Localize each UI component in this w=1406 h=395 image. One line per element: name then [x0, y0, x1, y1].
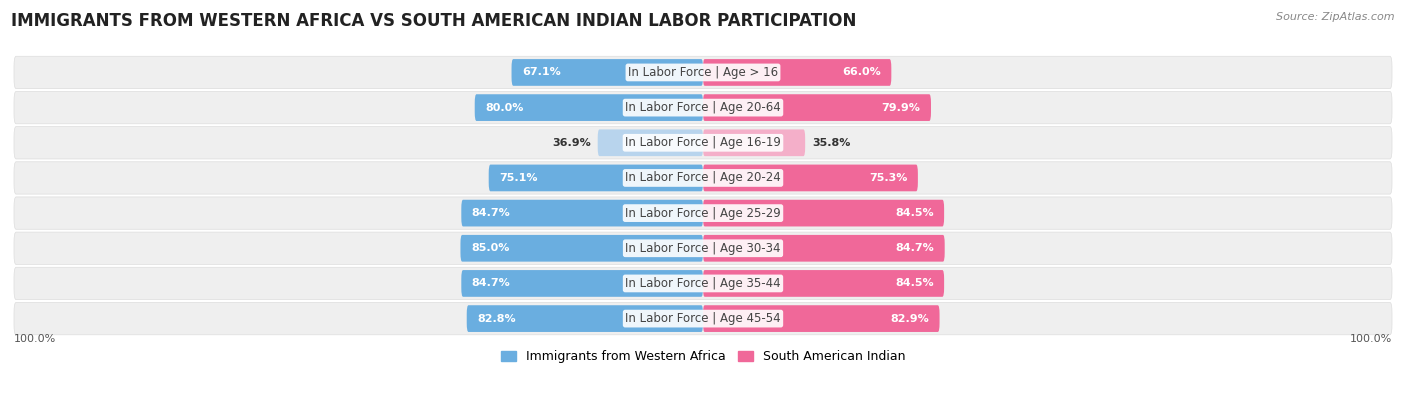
- Text: 80.0%: 80.0%: [485, 103, 523, 113]
- FancyBboxPatch shape: [14, 56, 1392, 88]
- Text: 84.5%: 84.5%: [896, 208, 934, 218]
- Text: 67.1%: 67.1%: [522, 68, 561, 77]
- FancyBboxPatch shape: [489, 165, 703, 191]
- Text: 35.8%: 35.8%: [813, 138, 851, 148]
- FancyBboxPatch shape: [703, 200, 943, 226]
- Text: 79.9%: 79.9%: [882, 103, 921, 113]
- Text: 84.7%: 84.7%: [472, 208, 510, 218]
- Legend: Immigrants from Western Africa, South American Indian: Immigrants from Western Africa, South Am…: [496, 345, 910, 368]
- Text: 82.8%: 82.8%: [477, 314, 516, 324]
- Text: 100.0%: 100.0%: [14, 334, 56, 344]
- Text: In Labor Force | Age 16-19: In Labor Force | Age 16-19: [626, 136, 780, 149]
- FancyBboxPatch shape: [14, 303, 1392, 335]
- FancyBboxPatch shape: [512, 59, 703, 86]
- FancyBboxPatch shape: [461, 200, 703, 226]
- FancyBboxPatch shape: [703, 305, 939, 332]
- FancyBboxPatch shape: [14, 267, 1392, 300]
- Text: 66.0%: 66.0%: [842, 68, 882, 77]
- Text: 100.0%: 100.0%: [1350, 334, 1392, 344]
- FancyBboxPatch shape: [461, 270, 703, 297]
- Text: 84.7%: 84.7%: [472, 278, 510, 288]
- FancyBboxPatch shape: [703, 94, 931, 121]
- FancyBboxPatch shape: [14, 127, 1392, 159]
- FancyBboxPatch shape: [703, 270, 943, 297]
- Text: 84.5%: 84.5%: [896, 278, 934, 288]
- FancyBboxPatch shape: [703, 59, 891, 86]
- Text: IMMIGRANTS FROM WESTERN AFRICA VS SOUTH AMERICAN INDIAN LABOR PARTICIPATION: IMMIGRANTS FROM WESTERN AFRICA VS SOUTH …: [11, 12, 856, 30]
- FancyBboxPatch shape: [14, 162, 1392, 194]
- FancyBboxPatch shape: [598, 130, 703, 156]
- FancyBboxPatch shape: [475, 94, 703, 121]
- Text: In Labor Force | Age > 16: In Labor Force | Age > 16: [628, 66, 778, 79]
- Text: 84.7%: 84.7%: [896, 243, 934, 253]
- FancyBboxPatch shape: [467, 305, 703, 332]
- Text: In Labor Force | Age 30-34: In Labor Force | Age 30-34: [626, 242, 780, 255]
- FancyBboxPatch shape: [703, 235, 945, 261]
- Text: In Labor Force | Age 45-54: In Labor Force | Age 45-54: [626, 312, 780, 325]
- FancyBboxPatch shape: [14, 91, 1392, 124]
- Text: Source: ZipAtlas.com: Source: ZipAtlas.com: [1277, 12, 1395, 22]
- FancyBboxPatch shape: [14, 197, 1392, 229]
- Text: 75.3%: 75.3%: [869, 173, 907, 183]
- Text: In Labor Force | Age 35-44: In Labor Force | Age 35-44: [626, 277, 780, 290]
- FancyBboxPatch shape: [703, 165, 918, 191]
- FancyBboxPatch shape: [703, 130, 806, 156]
- Text: In Labor Force | Age 20-24: In Labor Force | Age 20-24: [626, 171, 780, 184]
- FancyBboxPatch shape: [460, 235, 703, 261]
- Text: 85.0%: 85.0%: [471, 243, 509, 253]
- Text: In Labor Force | Age 25-29: In Labor Force | Age 25-29: [626, 207, 780, 220]
- Text: 36.9%: 36.9%: [553, 138, 591, 148]
- Text: In Labor Force | Age 20-64: In Labor Force | Age 20-64: [626, 101, 780, 114]
- Text: 82.9%: 82.9%: [890, 314, 929, 324]
- FancyBboxPatch shape: [14, 232, 1392, 264]
- Text: 75.1%: 75.1%: [499, 173, 537, 183]
